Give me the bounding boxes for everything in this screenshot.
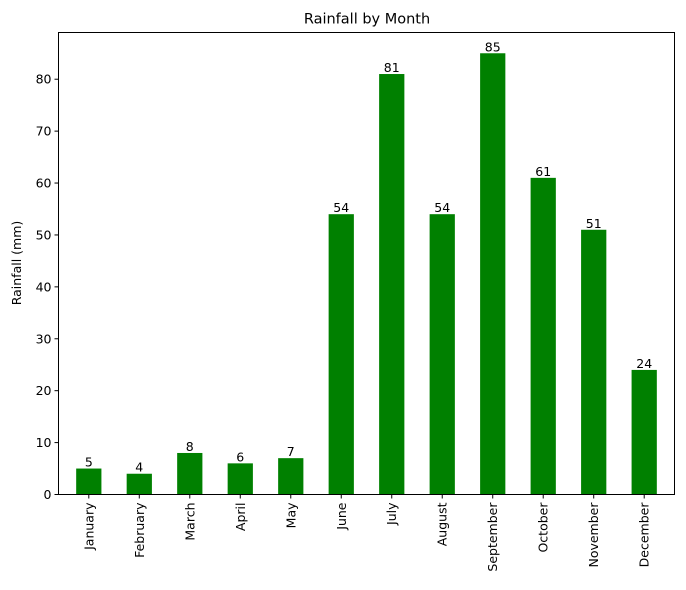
y-axis-label: Rainfall (mm) bbox=[9, 221, 24, 306]
y-tick-label: 10 bbox=[36, 435, 52, 450]
data-label-june: 54 bbox=[333, 200, 349, 215]
x-tick-label-february: February bbox=[132, 502, 147, 558]
y-tick-label: 40 bbox=[36, 279, 52, 294]
x-tick-label-october: October bbox=[536, 502, 551, 553]
data-label-february: 4 bbox=[135, 460, 143, 475]
data-label-october: 61 bbox=[535, 164, 551, 179]
x-tick-label-june: June bbox=[334, 502, 349, 531]
x-tick-label-july: July bbox=[384, 502, 399, 526]
data-label-march: 8 bbox=[186, 439, 194, 454]
data-label-april: 6 bbox=[236, 449, 244, 464]
data-label-january: 5 bbox=[85, 455, 93, 470]
bars-group bbox=[76, 53, 657, 495]
bar-february bbox=[126, 473, 152, 495]
y-tick-label: 20 bbox=[36, 383, 52, 398]
data-label-september: 85 bbox=[485, 39, 501, 54]
y-axis: 0 10 20 30 40 50 60 70 80 bbox=[36, 72, 59, 502]
bar-august bbox=[429, 214, 455, 495]
data-label-december: 24 bbox=[636, 356, 652, 371]
x-tick-label-may: May bbox=[283, 502, 298, 528]
data-label-august: 54 bbox=[434, 200, 450, 215]
chart-title: Rainfall by Month bbox=[304, 12, 430, 28]
bar-june bbox=[328, 214, 354, 495]
plot-frame bbox=[58, 32, 675, 495]
y-tick-label: 0 bbox=[44, 487, 52, 502]
x-tick-label-march: March bbox=[182, 503, 197, 541]
y-tick-label: 70 bbox=[36, 124, 52, 139]
y-tick-label: 50 bbox=[36, 227, 52, 242]
y-tick-label: 80 bbox=[36, 72, 52, 87]
bar-january bbox=[76, 468, 102, 495]
bar-october bbox=[530, 177, 556, 495]
bar-april bbox=[227, 463, 253, 495]
x-tick-label-january: January bbox=[81, 502, 96, 551]
data-label-may: 7 bbox=[287, 444, 295, 459]
bar-march bbox=[177, 452, 203, 495]
data-label-november: 51 bbox=[586, 216, 602, 231]
y-tick-label: 60 bbox=[36, 176, 52, 191]
x-tick-label-august: August bbox=[435, 502, 450, 546]
bar-november bbox=[581, 229, 607, 495]
bar-july bbox=[379, 74, 405, 495]
x-tick-label-november: November bbox=[586, 502, 601, 568]
x-tick-label-april: April bbox=[233, 503, 248, 532]
bar-december bbox=[631, 369, 657, 495]
x-tick-label-december: December bbox=[637, 502, 652, 568]
y-tick-label: 30 bbox=[36, 331, 52, 346]
bar-may bbox=[278, 458, 304, 495]
x-tick-label-september: September bbox=[485, 502, 500, 572]
data-label-july: 81 bbox=[384, 60, 400, 75]
bar-september bbox=[480, 53, 506, 495]
x-axis: January February March April May June July Augu… bbox=[81, 494, 652, 572]
